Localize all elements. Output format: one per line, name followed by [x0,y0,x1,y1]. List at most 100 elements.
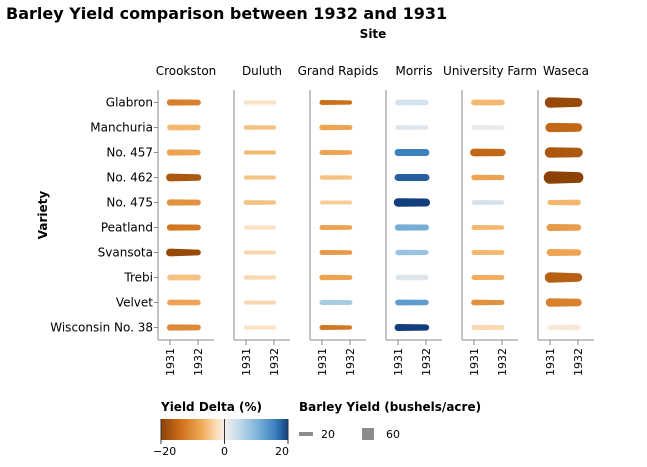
yield-trail [395,274,429,281]
yield-trail [166,149,201,156]
yield-trail [471,174,505,181]
color-legend-tick-label: −20 [153,445,176,458]
site-label: Duluth [242,64,282,78]
yield-trail [547,324,581,331]
variety-label: Peatland [101,221,153,235]
size-legend-label: 20 [321,428,335,441]
facet: Morris 1931 1932 [385,64,442,376]
facets: Crookston 1931 1932 Duluth 1931 1932 Grand Rap… [156,64,594,376]
yield-trail [243,225,276,230]
variety-label: Glabron [106,96,153,110]
yield-trail [545,122,583,133]
yield-trail [243,150,276,155]
yield-trail [471,274,505,281]
color-legend-title: Yield Delta (%) [160,400,262,414]
yield-trail [546,224,582,231]
row-labels: Glabron Manchuria No. 457 No. 462 No. 475 Pea… [50,96,158,335]
year-tick-label: 1931 [544,348,557,376]
color-legend-tick-label: 20 [275,445,289,458]
variety-label: Trebi [123,271,153,285]
column-axis-title: Site [360,27,387,41]
yield-trail [167,299,201,306]
yield-trail [395,249,429,256]
yield-trail [471,124,505,131]
yield-trail [166,324,201,331]
yield-trail [544,147,583,158]
yield-trail [166,224,201,231]
size-legend-title: Barley Yield (bushels/acre) [299,400,481,414]
variety-label: No. 457 [106,146,153,160]
yield-trail [319,224,353,231]
yield-trail [545,298,582,307]
site-label: Crookston [156,64,217,78]
variety-label: No. 475 [106,196,153,210]
size-legend-label: 60 [386,428,400,441]
yield-trail [320,200,352,205]
color-legend: Yield Delta (%) −20 0 20 [153,400,289,458]
yield-trail [243,325,276,330]
size-legend: Barley Yield (bushels/acre) 20 60 [299,400,481,441]
yield-trail [166,99,201,106]
yield-trail [319,149,353,156]
year-tick-label: 1931 [240,348,253,376]
year-tick-label: 1931 [392,348,405,376]
yield-trail [166,248,201,257]
facet: Duluth 1931 1932 [233,64,290,376]
year-tick-label: 1932 [268,348,281,376]
year-tick-label: 1931 [316,348,329,376]
variety-label: Velvet [116,296,153,310]
yield-trail [166,199,201,206]
chart-title: Barley Yield comparison between 1932 and… [6,4,447,23]
year-tick-label: 1932 [420,348,433,376]
yield-trail [319,274,353,281]
yield-trail [319,124,353,131]
site-label: Morris [396,64,433,78]
yield-trail [243,100,277,105]
variety-label: Svansota [98,246,153,260]
facet: University Farm 1931 1932 [443,64,537,376]
yield-trail [243,250,276,255]
year-tick-label: 1932 [192,348,205,376]
yield-trail [394,324,430,331]
yield-trail [471,249,505,256]
yield-trail [471,299,505,306]
yield-trail [319,324,353,331]
row-axis-title: Variety [36,191,50,240]
yield-trail [394,174,430,181]
year-tick-label: 1931 [468,348,481,376]
yield-trail [243,275,276,280]
yield-trail [544,272,583,283]
yield-trail [393,198,431,207]
variety-label: Wisconsin No. 38 [50,321,153,335]
yield-trail [394,224,429,231]
yield-trail [544,97,583,108]
yield-trail [395,299,429,306]
yield-trail [471,200,505,205]
yield-trail [547,199,581,206]
year-tick-label: 1931 [164,348,177,376]
site-label: Waseca [543,64,589,78]
facet: Waseca 1931 1932 [537,64,594,376]
yield-trail [546,249,582,256]
year-tick-label: 1932 [572,348,585,376]
yield-trail [395,125,429,130]
yield-trail [471,324,505,331]
yield-trail [243,125,277,130]
size-legend-symbol [362,428,374,440]
yield-trail [471,224,505,231]
variety-label: Manchuria [90,121,153,135]
yield-trail [167,124,201,131]
yield-trail [319,175,353,180]
color-legend-tick-label: 0 [221,445,228,458]
facet: Crookston 1931 1932 [156,64,217,376]
yield-trail [395,99,429,106]
yield-trail [394,149,430,156]
yield-trail [471,99,505,106]
yield-trail [167,274,201,281]
site-label: Grand Rapids [298,64,379,78]
site-label: University Farm [443,64,537,78]
yield-trail [319,249,353,256]
yield-trail [543,171,584,184]
size-legend-symbol [299,432,313,436]
